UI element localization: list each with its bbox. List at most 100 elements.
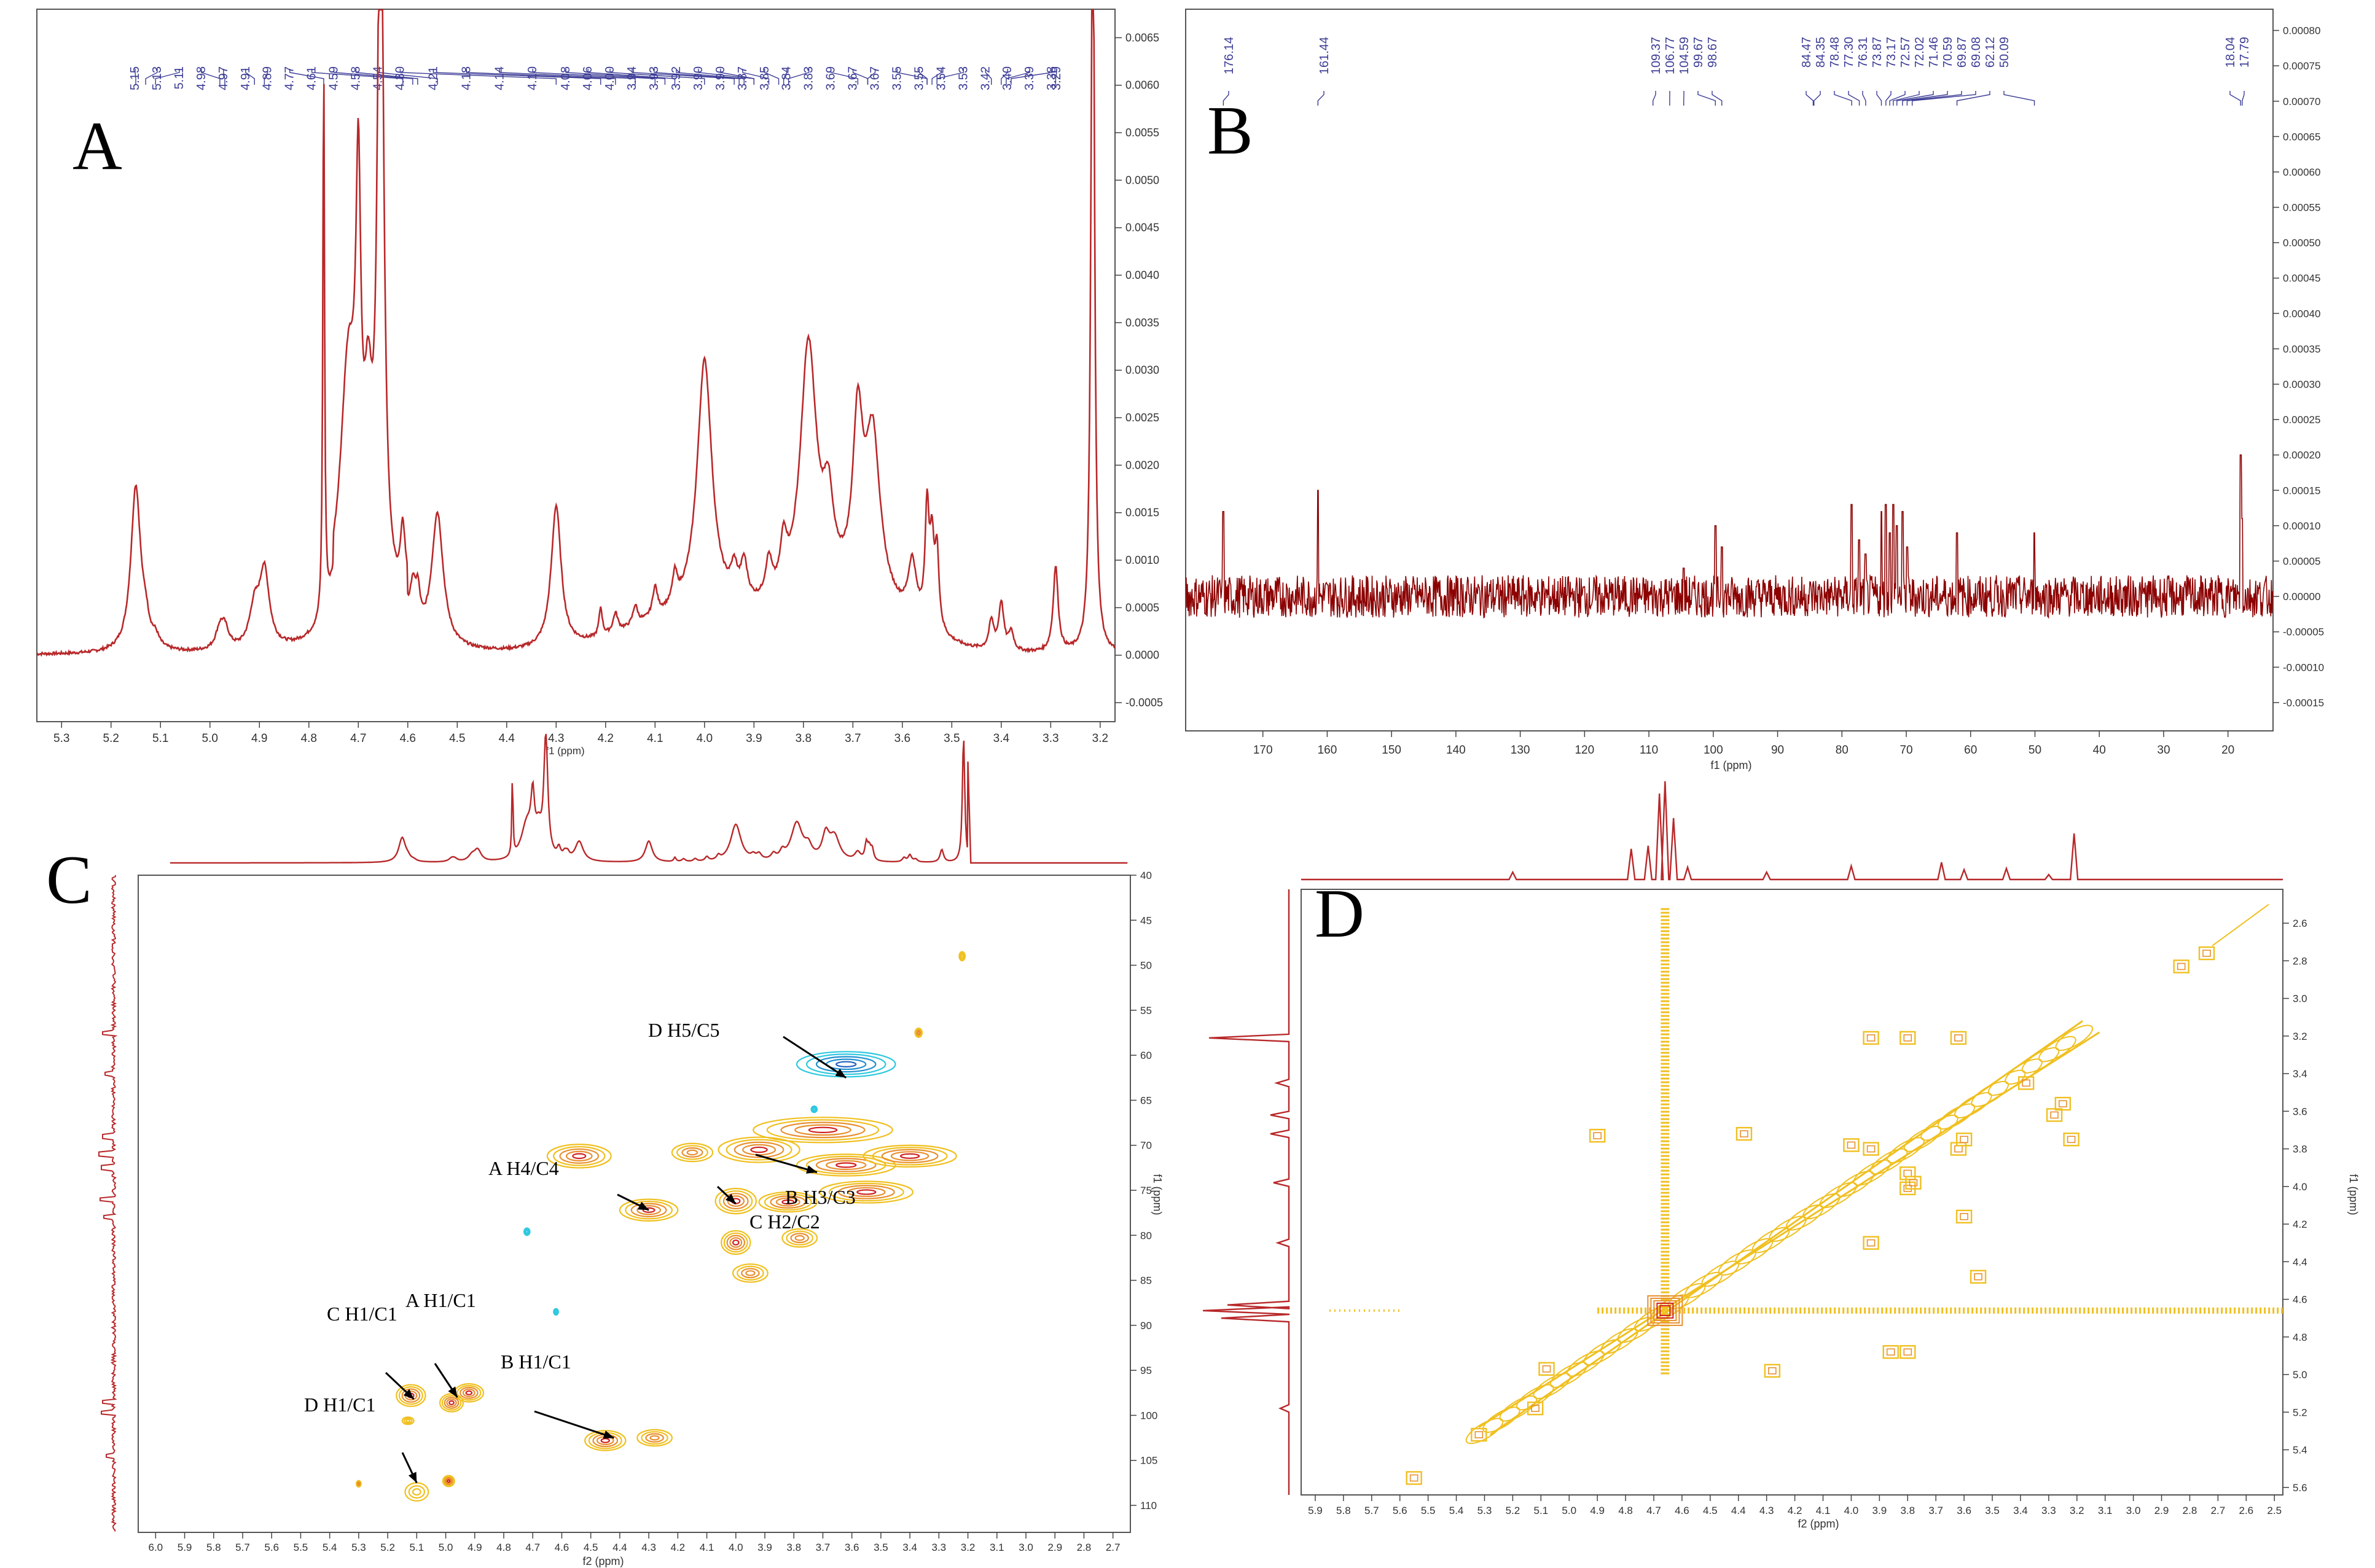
panel-b-x-axis-label: f1 (ppm): [1710, 759, 1751, 771]
a-x-tick-label: 3.4: [993, 732, 1010, 745]
a-peak-label: 3.39: [1023, 66, 1036, 90]
c-contour-ring: [565, 1150, 593, 1162]
c-contour-ring: [794, 1124, 851, 1136]
c-contour-ring: [723, 1232, 748, 1253]
a-y-tick-label: 0.0060: [1125, 79, 1159, 92]
panel-c-left-projection: [98, 875, 118, 1532]
d-crosspeak-inner: [1903, 1034, 1912, 1042]
a-peak-leader: [867, 69, 876, 85]
b-peak-label: 99.67: [1692, 37, 1705, 68]
c-contour-ring: [750, 1146, 768, 1153]
c-contour-ring: [718, 1136, 800, 1163]
c-contour-ring: [916, 1029, 921, 1036]
d-crosspeak: [1900, 1345, 1916, 1359]
d-crosspeak-inner: [1886, 1348, 1895, 1356]
c-x-tick-label: 2.7: [1106, 1542, 1121, 1553]
a-y-tick-label: 0.0055: [1125, 127, 1159, 139]
d-crosspeak: [1970, 1270, 1987, 1284]
d-x-tick-label: 2.5: [2267, 1505, 2282, 1516]
b-x-tick-label: 70: [1900, 744, 1912, 757]
c-x-tick-label: 4.5: [584, 1542, 598, 1553]
d-x-tick-label: 4.2: [1788, 1505, 1802, 1516]
a-x-tick-label: 3.7: [845, 732, 861, 745]
c-contour-ring: [815, 1158, 877, 1172]
panel-a-x-axis-label: f1 (ppm): [546, 745, 584, 757]
c-annotation-label: D H5/C5: [648, 1019, 719, 1041]
b-peak-label: 71.46: [1927, 37, 1941, 68]
c-contour-ring: [444, 1477, 453, 1485]
c-contour-ring: [805, 1053, 886, 1075]
b-x-tick-label: 40: [2093, 744, 2106, 757]
d-x-tick-label: 5.7: [1364, 1505, 1379, 1516]
c-contour-ring: [546, 1144, 612, 1169]
d-crosspeak-inner: [1960, 1136, 1968, 1144]
c-contour-ring: [727, 1195, 745, 1207]
c-x-tick-label: 5.3: [351, 1542, 366, 1553]
c-annotation-arrow: [783, 1036, 847, 1079]
c-x-tick-label: 4.7: [525, 1542, 540, 1553]
c-annotation-arrow: [755, 1153, 818, 1174]
c-contour-ring: [714, 1188, 757, 1215]
d-diagonal-ridge: [1489, 1020, 2083, 1436]
c-contour-ring: [357, 1482, 360, 1486]
a-peak-label: 3.29: [1050, 66, 1063, 90]
c-contour-ring: [770, 1195, 807, 1209]
d-x-tick-label: 5.4: [1449, 1505, 1464, 1516]
d-crosspeak: [1882, 1345, 1899, 1359]
c-x-tick-label: 3.7: [816, 1542, 831, 1553]
panel-d-axes: 5.9 5.8 5.7 5.6 5.5 5.4 5.3 5.2 5.1 5.0 4.9 4.8 4.7 4…: [1308, 918, 2307, 1516]
d-y-tick-label: 4.8: [2293, 1332, 2307, 1343]
d-crosspeak-inner: [2202, 950, 2211, 957]
c-contour-ring: [732, 1239, 740, 1246]
panel-d-top-projection: [1301, 781, 2283, 881]
b-x-tick-label: 140: [1446, 744, 1466, 757]
b-peak-leader: [2003, 91, 2035, 106]
b-peak-label: 62.12: [1984, 37, 1997, 68]
a-peak-leader: [676, 69, 745, 85]
d-y-tick-label: 5.2: [2293, 1406, 2307, 1418]
d-y-tick-label: 4.4: [2293, 1256, 2307, 1268]
c-contour-ring: [444, 1397, 460, 1409]
b-peak-label: 84.47: [1800, 37, 1814, 68]
b-peak-leader: [1862, 91, 1866, 106]
d-crosspeak-inner: [2067, 1136, 2076, 1144]
c-contour-ring: [681, 1147, 703, 1158]
a-peak-leader: [918, 69, 928, 85]
c-contour-ring: [729, 1237, 743, 1248]
b-y-tick-label: 0.00055: [2283, 202, 2320, 214]
c-x-tick-label: 3.4: [902, 1542, 917, 1553]
b-peak-leader: [2229, 91, 2241, 106]
a-peak-label: 3.85: [758, 66, 772, 90]
c-annotation-arrowhead: [408, 1472, 417, 1483]
c-contour-ring: [405, 1419, 411, 1423]
a-x-tick-label: 3.5: [944, 732, 960, 745]
a-peak-leader: [1001, 69, 1008, 85]
c-y-tick-label: 90: [1140, 1320, 1152, 1332]
panel-c-hsqc: 6.0 5.9 5.8 5.7 5.6 5.5 5.4 5.3 5.2 5.1 5.0 4.9 4.8 4…: [46, 733, 1164, 1567]
c-contour-ring: [396, 1384, 426, 1407]
c-contour-ring: [645, 1433, 664, 1443]
panel-c-y-axis-label: f1 (ppm): [1151, 1174, 1164, 1215]
d-crosspeak: [1900, 1166, 1916, 1180]
c-contour-ring: [403, 1418, 413, 1424]
d-y-tick-label: 4.6: [2293, 1294, 2307, 1306]
c-y-tick-label: 45: [1140, 915, 1152, 926]
a-peak-leader: [223, 69, 225, 85]
panel-c-contours: [355, 951, 966, 1502]
d-x-tick-label: 5.8: [1336, 1505, 1351, 1516]
d-y-tick-label: 5.0: [2293, 1369, 2307, 1381]
c-y-tick-label: 70: [1140, 1140, 1152, 1152]
a-peak-leader: [532, 69, 656, 85]
c-x-tick-label: 4.9: [468, 1542, 482, 1553]
b-peak-leader: [1889, 91, 1906, 106]
c-x-tick-label: 2.8: [1077, 1542, 1092, 1553]
c-contour-ring: [439, 1393, 464, 1413]
b-peak-leader: [1902, 91, 1948, 106]
a-y-tick-label: 0.0005: [1125, 601, 1159, 614]
c-contour-ring: [790, 1233, 809, 1244]
a-peak-leader: [654, 69, 740, 85]
c-x-tick-label: 4.6: [555, 1542, 569, 1553]
a-peak-leader: [155, 69, 180, 85]
d-x-tick-label: 3.0: [2126, 1505, 2141, 1516]
d-crosspeak-inner: [1847, 1141, 1856, 1149]
